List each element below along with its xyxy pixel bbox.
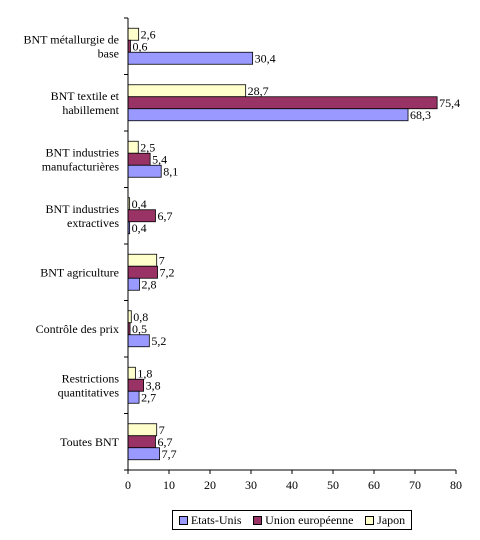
- bar-5-3: [127, 277, 140, 291]
- data-label-3-1: 2,5: [140, 140, 155, 154]
- bar-1-3: [127, 51, 254, 65]
- bar-3-3: [127, 164, 162, 178]
- data-label-2-2: 75,4: [439, 96, 460, 110]
- data-label-2-1: 28,7: [248, 84, 269, 98]
- x-tick-label-9: 80: [450, 478, 462, 492]
- data-label-7-3: 2,7: [141, 390, 156, 404]
- bar-7-1: [127, 366, 136, 380]
- data-label-3-3: 8,1: [163, 164, 178, 178]
- x-tick-label-5: 40: [286, 478, 298, 492]
- data-label-5-3: 2,8: [141, 277, 156, 291]
- bar-3-2: [127, 152, 151, 166]
- data-label-1-1: 2,6: [141, 27, 156, 41]
- data-label-5-2: 7,2: [160, 265, 175, 279]
- bar-3-1: [127, 140, 139, 154]
- x-tick-label-6: 50: [327, 478, 339, 492]
- category-label-4-line-2: extractives: [67, 216, 119, 230]
- x-tick-label-8: 70: [409, 478, 421, 492]
- data-label-4-2: 6,7: [157, 209, 172, 223]
- bar-2-2: [127, 96, 438, 110]
- legend-item-3: Japon: [365, 513, 405, 528]
- x-tick-label-7: 60: [368, 478, 380, 492]
- category-label-8-line-1: Toutes BNT: [60, 435, 119, 449]
- data-label-1-3: 30,4: [255, 51, 276, 65]
- category-label-7-line-1: Restrictions: [62, 371, 120, 385]
- data-label-6-1: 0,8: [133, 310, 148, 324]
- category-label-3-line-2: manufacturières: [42, 159, 120, 173]
- bar-5-1: [127, 253, 158, 267]
- x-tick-label-1: 0: [125, 478, 131, 492]
- data-label-3-2: 5,4: [152, 152, 167, 166]
- data-label-5-1: 7: [159, 253, 165, 267]
- legend-label-1: Etats-Unis: [190, 512, 242, 527]
- category-label-1-line-2: base: [98, 46, 119, 60]
- legend-item-1: Etats-Unis: [178, 512, 242, 528]
- data-label-1-2: 0,6: [132, 39, 147, 53]
- legend-label-2: Union européenne: [265, 512, 354, 527]
- category-label-2-line-1: BNT textile et: [51, 89, 120, 103]
- data-label-8-1: 7: [159, 423, 165, 437]
- category-label-7-line-2: quantitatives: [58, 385, 120, 399]
- data-label-7-2: 3,8: [146, 378, 161, 392]
- data-label-6-2: 0,5: [132, 322, 147, 336]
- data-label-8-3: 7,7: [162, 447, 177, 461]
- legend-swatch-3: [365, 515, 375, 525]
- data-label-6-3: 5,2: [151, 334, 166, 348]
- category-label-1-line-1: BNT métallurgie de: [23, 32, 119, 46]
- data-label-4-1: 0,4: [132, 197, 147, 211]
- legend-label-3: Japon: [377, 512, 406, 527]
- x-tick-label-2: 10: [163, 478, 175, 492]
- data-label-8-2: 6,7: [157, 435, 172, 449]
- bar-8-3: [127, 447, 160, 461]
- legend-item-2: Union européenne: [253, 513, 353, 528]
- legend: Etats-Unis Union européenne Japon: [172, 510, 412, 530]
- data-label-4-3: 0,4: [132, 221, 147, 235]
- data-label-2-3: 68,3: [410, 108, 431, 122]
- bar-6-3: [127, 334, 150, 348]
- data-label-7-1: 1,8: [137, 366, 152, 380]
- category-label-4-line-1: BNT industries: [46, 202, 120, 216]
- bar-2-3: [127, 108, 409, 122]
- legend-swatch-1: [178, 515, 188, 525]
- category-label-3-line-1: BNT industries: [46, 145, 120, 159]
- category-label-2-line-2: habillement: [62, 103, 119, 117]
- legend-swatch-2: [253, 515, 263, 525]
- bar-8-1: [127, 423, 158, 437]
- bar-2-1: [127, 84, 247, 98]
- bar-8-2: [127, 435, 156, 449]
- x-tick-label-3: 20: [204, 478, 216, 492]
- bar-7-3: [127, 390, 140, 404]
- x-tick-label-4: 30: [245, 478, 257, 492]
- category-label-5-line-1: BNT agriculture: [40, 265, 119, 279]
- category-label-6-line-1: Contrôle des prix: [36, 322, 119, 336]
